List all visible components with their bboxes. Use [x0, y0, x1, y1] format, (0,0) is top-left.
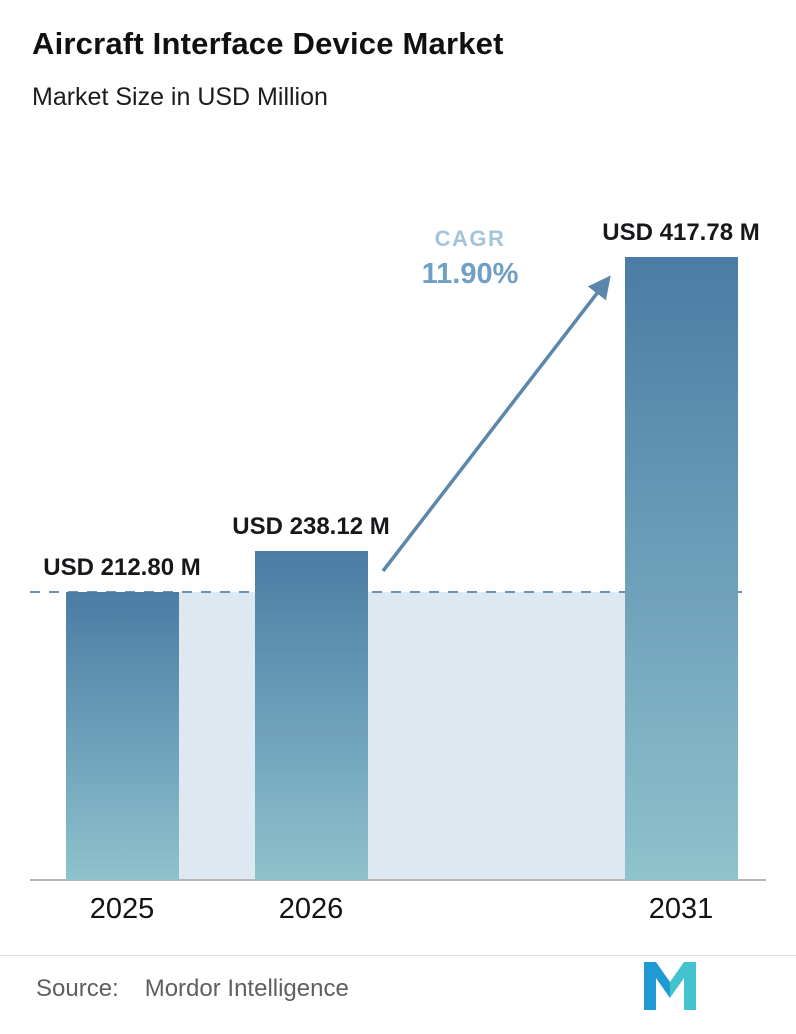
bar-2025	[65, 592, 179, 880]
value-label-2025: USD 212.80 M	[43, 554, 201, 581]
source-line: Source: Mordor Intelligence	[36, 975, 349, 1003]
page-title: Aircraft Interface Device Market	[32, 26, 504, 61]
bar-2026	[254, 551, 368, 880]
footer-divider	[0, 955, 796, 956]
value-label-2031: USD 417.78 M	[602, 219, 760, 246]
value-label-2026: USD 238.12 M	[232, 513, 390, 540]
source-label: Source:	[36, 975, 119, 1002]
cagr-label: CAGR	[434, 226, 506, 251]
cagr-annotation: CAGR 11.90%	[422, 226, 519, 291]
x-tick-2026: 2026	[278, 893, 344, 925]
dashed-reference-line	[30, 591, 742, 593]
bar-2031	[624, 257, 738, 880]
cagr-value: 11.90%	[421, 258, 519, 290]
page-subtitle: Market Size in USD Million	[32, 83, 328, 111]
x-tick-2031: 2031	[648, 893, 714, 925]
x-axis-line	[30, 879, 766, 881]
mordor-intelligence-logo	[644, 962, 696, 1010]
source-value: Mordor Intelligence	[144, 975, 349, 1002]
x-tick-2025: 2025	[89, 893, 155, 925]
